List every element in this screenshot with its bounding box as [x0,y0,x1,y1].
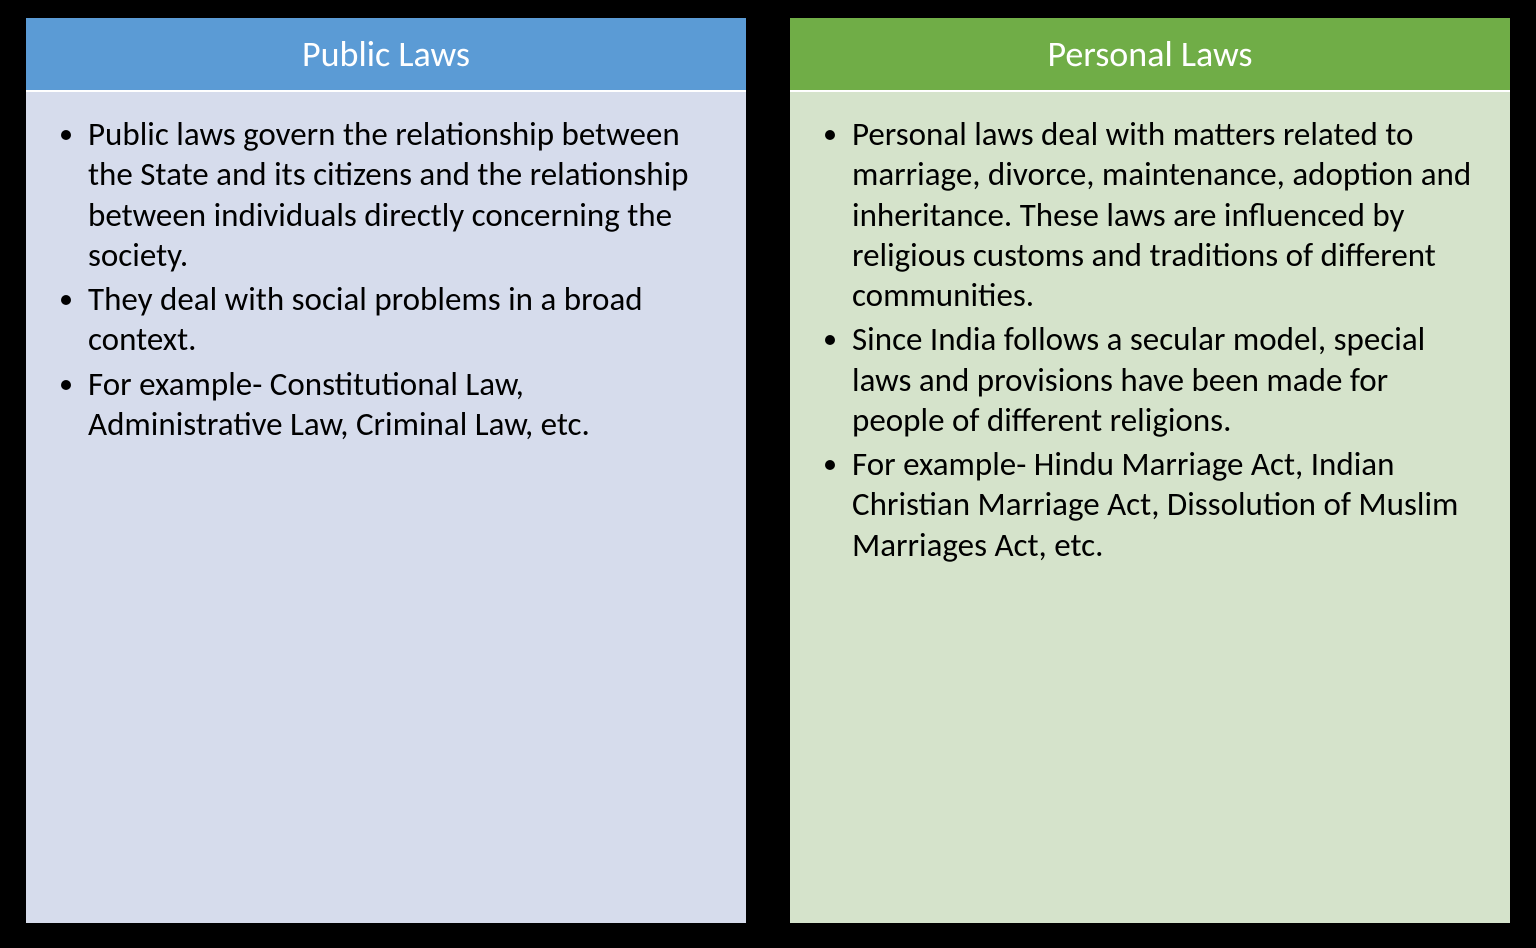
list-item: They deal with social problems in a broa… [88,279,724,360]
public-laws-header: Public Laws [26,18,746,92]
public-laws-panel: Public Laws Public laws govern the relat… [26,18,746,923]
list-item: For example- Constitutional Law, Adminis… [88,364,724,445]
list-item: Public laws govern the relationship betw… [88,114,724,275]
personal-laws-body: Personal laws deal with matters related … [790,92,1510,923]
list-item: Personal laws deal with matters related … [852,114,1488,315]
personal-laws-header: Personal Laws [790,18,1510,92]
public-laws-body: Public laws govern the relationship betw… [26,92,746,923]
list-item: For example- Hindu Marriage Act, Indian … [852,444,1488,565]
personal-laws-panel: Personal Laws Personal laws deal with ma… [790,18,1510,923]
list-item: Since India follows a secular model, spe… [852,319,1488,440]
public-laws-list: Public laws govern the relationship betw… [48,114,724,444]
personal-laws-list: Personal laws deal with matters related … [812,114,1488,565]
